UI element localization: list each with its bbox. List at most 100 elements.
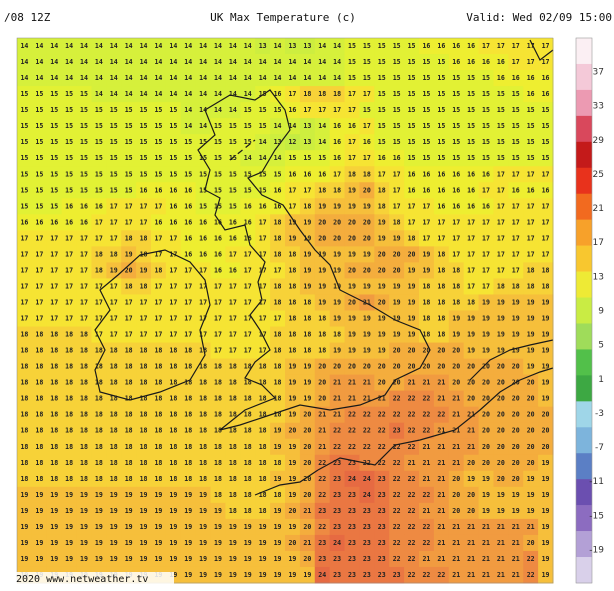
temperature-cell: [508, 70, 524, 87]
temperature-cell: [344, 182, 360, 199]
temperature-cell: [151, 198, 167, 215]
temperature-cell: [76, 326, 92, 344]
temperature-value: 15: [154, 122, 162, 130]
temperature-cell: [225, 470, 241, 488]
temperature-cell: [463, 310, 480, 328]
temperature-cell: [359, 182, 375, 199]
temperature-cell: [493, 326, 509, 344]
temperature-value: 18: [214, 459, 222, 467]
temperature-cell: [329, 486, 346, 504]
temperature-value: 20: [288, 507, 296, 515]
temperature-value: 16: [199, 250, 207, 258]
temperature-value: 18: [229, 379, 237, 387]
temperature-value: 21: [452, 459, 460, 467]
temperature-cell: [17, 342, 33, 360]
temperature-cell: [61, 166, 78, 183]
temperature-value: 15: [184, 170, 192, 178]
temperature-value: 17: [80, 234, 88, 242]
temperature-cell: [359, 518, 375, 536]
temperature-value: 15: [497, 138, 505, 146]
temperature-cell: [17, 358, 33, 376]
temperature-cell: [329, 246, 346, 263]
temperature-cell: [508, 118, 524, 135]
temperature-value: 19: [363, 347, 371, 355]
temperature-value: 21: [422, 507, 430, 515]
temperature-value: 16: [437, 170, 445, 178]
temperature-cell: [180, 374, 197, 392]
temperature-cell: [225, 374, 241, 392]
temperature-cell: [151, 342, 167, 360]
temperature-cell: [31, 166, 48, 183]
temperature-cell: [463, 502, 480, 520]
temperature-value: 22: [333, 443, 341, 451]
temperature-value: 19: [140, 555, 148, 563]
temperature-cell: [478, 518, 494, 536]
temperature-value: 17: [154, 298, 162, 306]
temperature-value: 17: [467, 250, 475, 258]
temperature-value: 17: [35, 234, 43, 242]
temperature-cell: [91, 390, 107, 408]
temperature-value: 16: [214, 250, 222, 258]
temperature-cell: [91, 486, 107, 504]
temperature-cell: [389, 214, 405, 231]
temperature-cell: [523, 54, 539, 71]
colorbar-label: -19: [589, 546, 604, 556]
temperature-cell: [538, 342, 554, 360]
temperature-value: 21: [437, 443, 445, 451]
temperature-cell: [225, 166, 241, 183]
temperature-cell: [76, 390, 92, 408]
temperature-cell: [299, 486, 316, 504]
temperature-value: 19: [288, 411, 296, 419]
temperature-cell: [463, 86, 480, 103]
temperature-cell: [523, 406, 539, 424]
temperature-cell: [46, 294, 63, 311]
temperature-value: 17: [259, 234, 267, 242]
temperature-value: 15: [467, 90, 475, 98]
temperature-cell: [61, 486, 78, 504]
temperature-cell: [195, 390, 212, 408]
temperature-cell: [344, 358, 360, 376]
temperature-cell: [493, 86, 509, 103]
temperature-value: 18: [35, 395, 43, 403]
temperature-value: 20: [542, 427, 550, 435]
temperature-cell: [463, 486, 480, 504]
temperature-value: 15: [244, 106, 252, 114]
temperature-value: 17: [333, 170, 341, 178]
temperature-value: 17: [408, 218, 416, 226]
temperature-value: 13: [303, 138, 311, 146]
temperature-cell: [299, 166, 316, 183]
temperature-cell: [165, 214, 182, 231]
temperature-cell: [523, 230, 539, 247]
temperature-cell: [121, 326, 137, 344]
temperature-cell: [493, 486, 509, 504]
temperature-value: 19: [542, 459, 550, 467]
temperature-cell: [463, 470, 480, 488]
temperature-cell: [285, 294, 301, 311]
temperature-value: 14: [318, 122, 326, 130]
temperature-value: 18: [125, 475, 133, 483]
temperature-cell: [419, 326, 435, 344]
temperature-value: 15: [393, 138, 401, 146]
temperature-value: 14: [259, 74, 267, 82]
temperature-cell: [285, 102, 301, 119]
temperature-cell: [76, 470, 92, 488]
temperature-value: 16: [140, 186, 148, 194]
temperature-cell: [433, 406, 450, 424]
temperature-cell: [389, 518, 405, 536]
temperature-value: 15: [378, 122, 386, 130]
temperature-cell: [493, 38, 509, 55]
temperature-value: 23: [378, 571, 386, 579]
temperature-value: 17: [378, 170, 386, 178]
temperature-value: 16: [214, 266, 222, 274]
temperature-cell: [374, 326, 390, 344]
temperature-cell: [17, 70, 33, 87]
temperature-cell: [225, 102, 241, 119]
temperature-cell: [270, 310, 286, 328]
temperature-cell: [448, 134, 465, 151]
temperature-value: 17: [140, 315, 148, 323]
temperature-value: 20: [527, 379, 535, 387]
temperature-value: 15: [169, 106, 177, 114]
temperature-cell: [165, 502, 182, 520]
temperature-cell: [433, 54, 450, 71]
temperature-cell: [299, 454, 316, 472]
